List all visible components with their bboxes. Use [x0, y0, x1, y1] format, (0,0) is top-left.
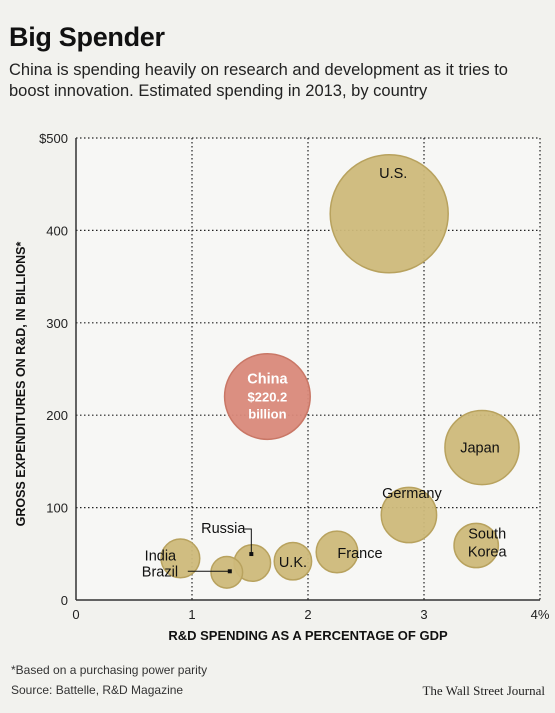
y-tick-label: 200: [46, 408, 68, 423]
bubble-france: [315, 530, 359, 574]
bubble-brazil: [210, 555, 244, 589]
y-tick-label: $500: [39, 131, 68, 146]
bubble-india: [160, 538, 201, 579]
x-tick-label: 0: [72, 607, 79, 622]
bubble-label: South: [468, 526, 506, 542]
publisher-credit: The Wall Street Journal: [422, 683, 545, 698]
bubble-value-label: $220.2: [248, 390, 288, 405]
bubble-label: China: [247, 372, 288, 388]
bubble-label: Russia: [201, 521, 246, 537]
footnote: *Based on a purchasing power parity: [11, 663, 208, 677]
axes: 0 1 2 3 4% 0 100 200 300 400 $500: [39, 131, 550, 622]
bubble-chart: 0 1 2 3 4% 0 100 200 300 400 $500 U.S. China $220.2 b…: [14, 131, 550, 643]
y-tick-label: 400: [46, 223, 68, 238]
source-note: Source: Battelle, R&D Magazine: [11, 683, 184, 697]
x-tick-label: 3: [420, 607, 427, 622]
bubble-label: India: [145, 548, 177, 564]
bubble-japan: [444, 409, 520, 486]
bubble-label: Brazil: [142, 564, 178, 580]
bubble-label: U.K.: [279, 555, 307, 571]
x-tick-label: 2: [304, 607, 311, 622]
bubble-label: Germany: [382, 486, 442, 502]
bubble-label: U.S.: [379, 166, 407, 182]
y-tick-label: 300: [46, 316, 68, 331]
chart-title: Big Spender: [9, 22, 165, 52]
x-tick-label: 4%: [531, 607, 550, 622]
bubble-label: France: [337, 546, 382, 562]
bubble-u-s: [329, 154, 449, 274]
leader-marker: [249, 552, 254, 557]
bubble-label: Japan: [460, 441, 500, 457]
x-tick-label: 1: [188, 607, 195, 622]
y-tick-label: 100: [46, 501, 68, 516]
y-axis-label: GROSS EXPENDITURES ON R&D, IN BILLIONS*: [14, 241, 28, 526]
bubble-labels: U.S. China $220.2 billion Japan Germany South K…: [142, 166, 508, 581]
x-axis-label: R&D SPENDING AS A PERCENTAGE OF GDP: [168, 628, 448, 643]
bubble-germany: [380, 486, 438, 544]
bubble-u-k: [273, 541, 313, 581]
leader-line: [244, 528, 252, 555]
bubble-label: Korea: [468, 544, 508, 560]
bubbles: [160, 154, 520, 589]
y-tick-label: 0: [61, 593, 68, 608]
leader-marker: [227, 569, 232, 574]
chart-subtitle: China is spending heavily on research an…: [9, 61, 508, 100]
bubble-china: [223, 352, 311, 441]
bubble-unit-label: billion: [248, 407, 286, 422]
bubble-south-korea: [453, 522, 500, 569]
